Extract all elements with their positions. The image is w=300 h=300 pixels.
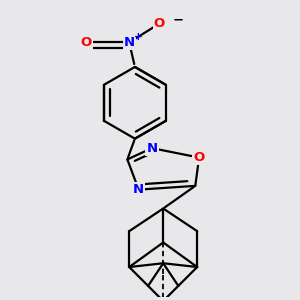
Text: O: O bbox=[80, 36, 92, 49]
Text: −: − bbox=[173, 13, 184, 26]
Text: N: N bbox=[133, 183, 144, 196]
Text: N: N bbox=[124, 36, 135, 49]
Text: N: N bbox=[146, 142, 158, 154]
Text: O: O bbox=[154, 17, 165, 30]
Text: +: + bbox=[134, 32, 143, 42]
Text: O: O bbox=[194, 151, 205, 164]
